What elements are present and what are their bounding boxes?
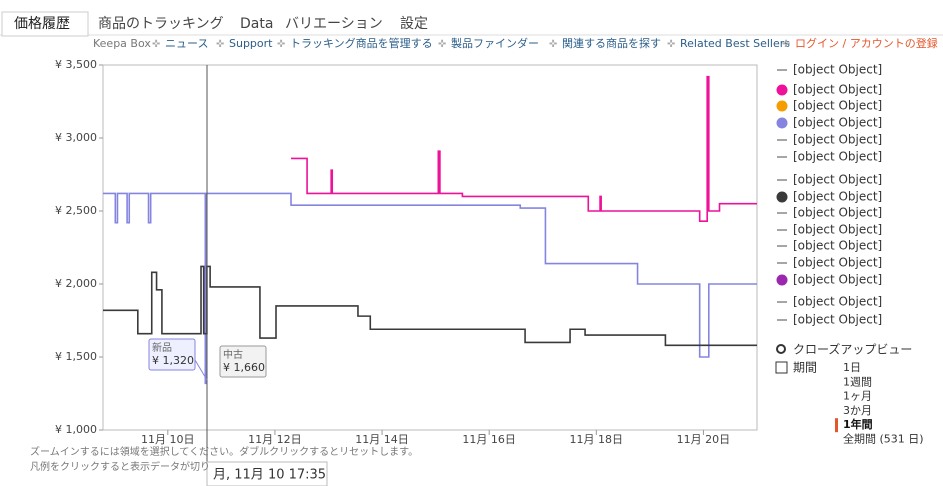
separator: ✜ (438, 39, 446, 50)
toolbar-link: Keepa Box (93, 37, 151, 50)
legend-dot (776, 84, 788, 96)
zoom-icon (776, 344, 786, 354)
tab[interactable]: Data (240, 16, 273, 32)
price-line (291, 75, 757, 223)
separator: ✜ (152, 39, 160, 50)
legend-dot (776, 191, 788, 203)
range-option[interactable]: 1日 (843, 361, 861, 374)
legend-item[interactable]: [object Object] (793, 313, 882, 327)
range-option[interactable]: 1年間 (843, 417, 873, 431)
range-label: 期間 (793, 361, 817, 375)
x-tick-label: 11月 10日 (141, 433, 195, 446)
tab-active (1, 11, 89, 37)
toolbar-link[interactable]: ログイン / アカウントの登録 (795, 36, 938, 50)
legend-item[interactable]: [object Object] (793, 150, 882, 164)
tab[interactable]: 商品のトラッキング (98, 16, 224, 32)
toolbar-link[interactable]: ニュース (165, 37, 208, 50)
legend-item[interactable]: [object Object] (793, 295, 882, 309)
y-tick-label: ¥ 3,500 (55, 58, 97, 71)
crosshair-label: 月, 11月 10 17:35 (213, 468, 326, 483)
range-option[interactable]: 1ヶ月 (843, 390, 872, 403)
legend-item[interactable]: [object Object] (793, 239, 882, 253)
x-tick-label: 11月 14日 (355, 433, 409, 446)
plot-frame (102, 64, 758, 431)
tooltip-label: 新品 (152, 341, 172, 354)
tab[interactable]: バリエーション (285, 16, 383, 32)
legend-item[interactable]: [object Object] (793, 63, 882, 77)
toolbar-link[interactable]: Related Best Sellers (680, 37, 790, 50)
legend-dot (776, 117, 788, 129)
legend-item[interactable]: [object Object] (793, 273, 882, 287)
x-tick-label: 11月 18日 (570, 433, 624, 446)
legend-item[interactable]: [object Object] (793, 116, 882, 130)
x-tick-label: 11月 16日 (462, 433, 516, 446)
separator: ✜ (782, 39, 790, 50)
y-tick-label: ¥ 2,500 (55, 204, 97, 217)
y-tick-label: ¥ 2,000 (55, 277, 97, 290)
range-option[interactable]: 3か月 (843, 404, 872, 417)
legend-item[interactable]: [object Object] (793, 133, 882, 147)
y-tick-label: ¥ 1,000 (55, 423, 97, 436)
legend-item[interactable]: [object Object] (793, 99, 882, 113)
toolbar-link[interactable]: 関連する商品を探す (562, 36, 661, 50)
crosshair-label-box (206, 461, 328, 486)
tab[interactable]: 価格履歴 (14, 16, 70, 32)
range-option[interactable]: 1週間 (843, 375, 872, 388)
toolbar-link[interactable]: トラッキング商品を管理する (290, 36, 433, 50)
tooltip-text: ¥ 1,320 (152, 354, 194, 367)
calendar-icon (775, 361, 788, 374)
y-tick-label: ¥ 1,500 (55, 350, 97, 363)
y-tick-label: ¥ 3,000 (55, 131, 97, 144)
toolbar-link[interactable]: 製品ファインダー (451, 36, 539, 50)
legend-item[interactable]: [object Object] (793, 190, 882, 204)
price-line (103, 192, 757, 385)
legend-dot (776, 274, 788, 286)
tooltip-pointer (194, 359, 208, 381)
separator: ✜ (667, 39, 675, 50)
toolbar-link[interactable]: Support (229, 37, 273, 50)
legend-item[interactable]: [object Object] (793, 256, 882, 270)
legend-item[interactable]: [object Object] (793, 223, 882, 237)
separator: ✜ (277, 39, 285, 50)
hint: ズームインするには領域を選択してください。ダブルクリックするとリセットします。 (30, 445, 418, 458)
selected-marker (835, 418, 838, 433)
separator: ✜ (549, 39, 557, 50)
price-line (103, 265, 757, 347)
separator: ✜ (216, 39, 224, 50)
legend-item[interactable]: [object Object] (793, 206, 882, 220)
hint: 凡例をクリックすると表示データが切り (30, 460, 210, 473)
tooltip-label: 中古 (223, 348, 243, 361)
x-tick-label: 11月 20日 (677, 433, 731, 446)
tab[interactable]: 設定 (400, 16, 428, 32)
closeup[interactable]: クローズアップビュー (793, 342, 912, 357)
legend-item[interactable]: [object Object] (793, 173, 882, 187)
legend-dot (776, 100, 788, 112)
legend-item[interactable]: [object Object] (793, 83, 882, 97)
tooltip (219, 345, 267, 378)
x-tick-label: 11月 12日 (248, 433, 302, 446)
tooltip (148, 338, 196, 371)
range-option[interactable]: 全期間 (531 日) (843, 432, 924, 446)
tooltip-text: ¥ 1,660 (223, 361, 265, 374)
